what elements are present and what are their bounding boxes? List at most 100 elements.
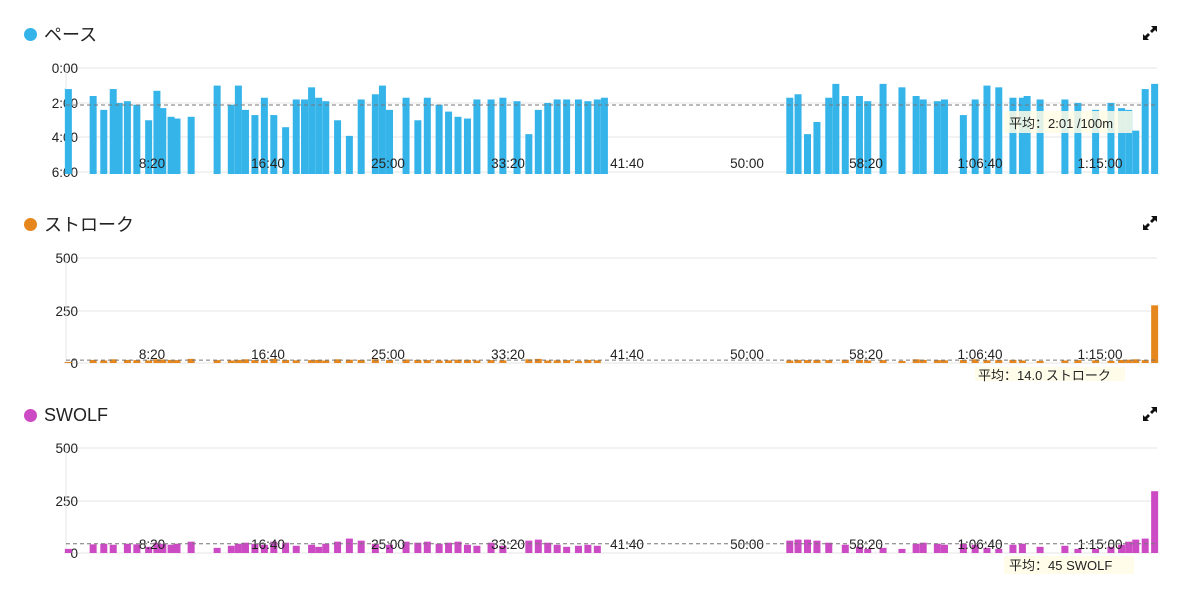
bar [378, 85, 386, 174]
bar [187, 116, 195, 174]
expand-icon[interactable] [1141, 214, 1159, 232]
average-label: 平均：14.0 ストローク [978, 368, 1111, 383]
bar [89, 96, 97, 174]
x-tick-label: 33:20 [491, 347, 525, 362]
bar [145, 120, 153, 174]
bar [308, 544, 316, 553]
bar [100, 360, 108, 363]
bar [109, 359, 117, 363]
bar [525, 134, 533, 174]
bar [864, 548, 872, 553]
bar [334, 541, 342, 553]
x-tick-label: 25:00 [371, 347, 405, 362]
bar [213, 360, 221, 363]
x-tick-label: 58:20 [849, 537, 883, 552]
bar [463, 544, 471, 553]
bar [270, 358, 278, 363]
bar [145, 546, 153, 553]
swolf-header: SWOLF [24, 403, 108, 427]
bar [804, 539, 812, 553]
x-tick-label: 16:40 [251, 156, 285, 171]
bar [89, 359, 97, 363]
bar [1125, 359, 1133, 363]
bar [159, 359, 167, 363]
bar [123, 101, 131, 174]
bar [1074, 548, 1082, 553]
bar [445, 360, 453, 363]
x-tick-label: 41:40 [610, 537, 644, 552]
bar [933, 543, 941, 553]
bar [825, 360, 833, 363]
bar [357, 540, 365, 553]
bar [983, 547, 991, 553]
bar [563, 546, 571, 553]
bar [1107, 360, 1115, 363]
bar [123, 359, 131, 363]
bar [345, 538, 353, 553]
bar [89, 544, 97, 553]
bar [292, 360, 300, 363]
bar [794, 359, 802, 363]
bar [423, 541, 431, 553]
bar [825, 542, 833, 553]
bar [1061, 360, 1069, 363]
bar [1132, 130, 1140, 174]
bar [940, 99, 948, 174]
bar [109, 89, 117, 174]
bar [270, 115, 278, 174]
bar [357, 359, 365, 363]
bar [534, 109, 542, 174]
bar [1125, 541, 1133, 553]
bar [435, 104, 443, 174]
bar [402, 359, 410, 363]
expand-icon[interactable] [1141, 24, 1159, 42]
bar [525, 359, 533, 363]
bar [454, 541, 462, 553]
bar [864, 101, 872, 174]
swolf-panel: SWOLF [0, 403, 1179, 563]
y-tick-label: 500 [55, 441, 78, 456]
bar [1061, 99, 1069, 174]
bar [260, 97, 268, 174]
x-tick-label: 1:06:40 [957, 537, 1002, 552]
bar [553, 360, 561, 363]
bar [292, 99, 300, 174]
bar [959, 543, 967, 553]
bar [133, 360, 141, 363]
bar [786, 360, 794, 363]
bar [345, 359, 353, 363]
bar [864, 360, 872, 363]
bar [487, 99, 495, 174]
bar [794, 539, 802, 553]
bar [167, 116, 175, 174]
bar [841, 544, 849, 553]
x-tick-label: 50:00 [730, 537, 764, 552]
bar [832, 83, 840, 174]
bar [473, 99, 481, 174]
stroke-header: ストローク [24, 212, 134, 236]
bar [251, 115, 259, 174]
bar [1018, 543, 1026, 553]
bar [995, 548, 1003, 553]
bar [64, 548, 72, 553]
bar [1036, 546, 1044, 553]
expand-icon[interactable] [1141, 405, 1159, 423]
bar [251, 360, 259, 363]
bar [167, 544, 175, 553]
bar [1141, 538, 1149, 553]
bar [563, 99, 571, 174]
bar [841, 96, 849, 174]
bar [153, 542, 161, 553]
x-tick-label: 50:00 [730, 347, 764, 362]
bar [322, 543, 330, 553]
bar [534, 539, 542, 553]
bar [584, 101, 592, 174]
bar [898, 360, 906, 363]
bar [933, 360, 941, 363]
bar [813, 359, 821, 363]
bar [1141, 89, 1149, 174]
bar [1125, 109, 1133, 174]
bar [1092, 360, 1100, 363]
bar [315, 546, 323, 553]
bar [100, 543, 108, 553]
